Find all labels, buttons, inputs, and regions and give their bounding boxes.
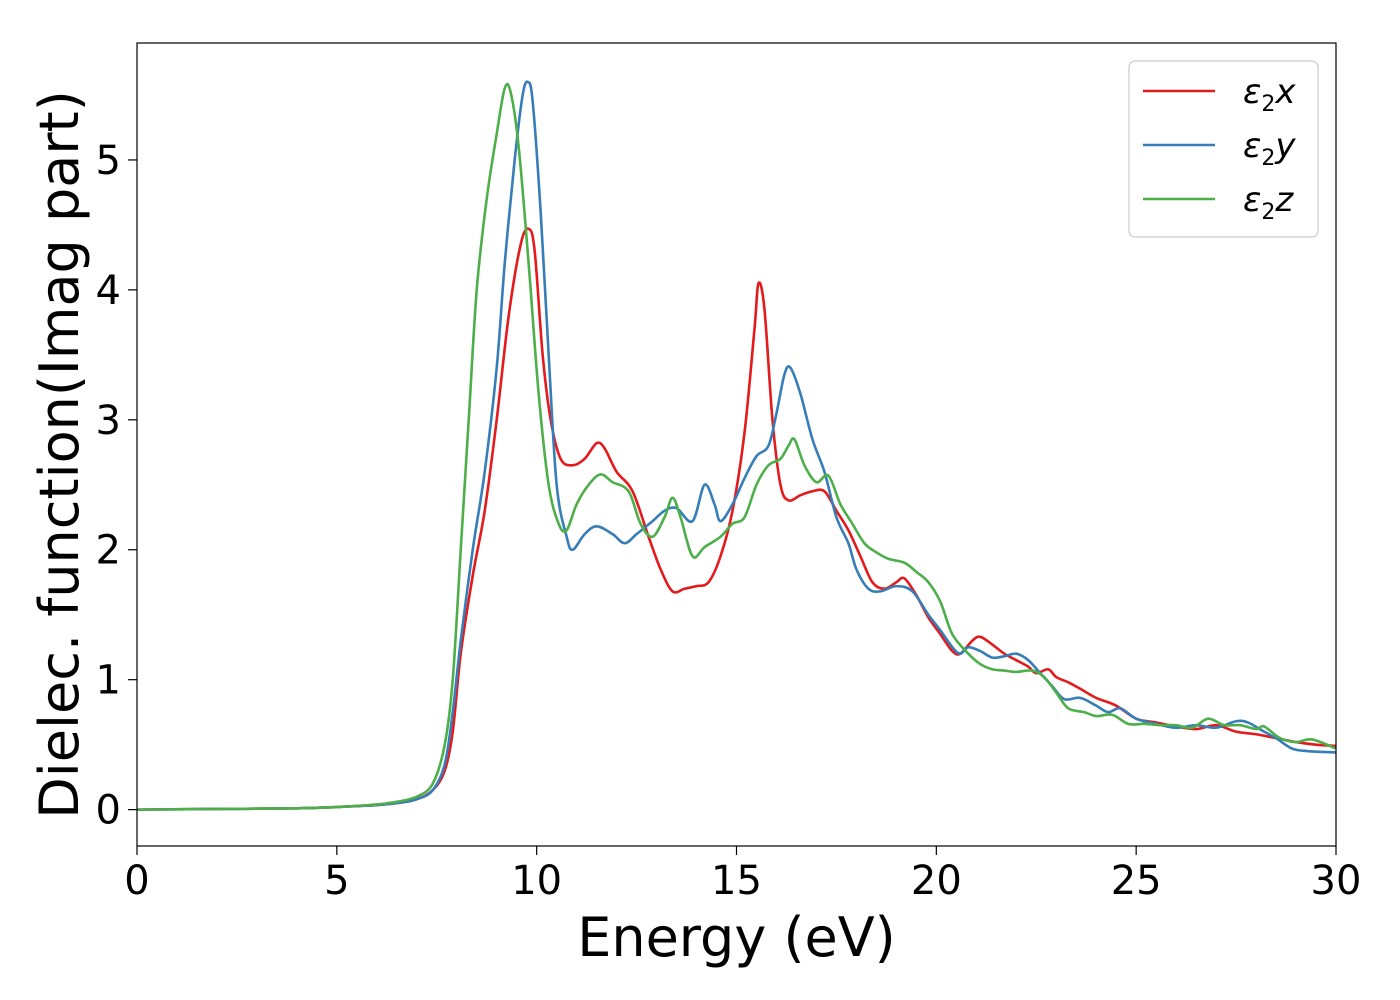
- x-tick-label: 25: [1111, 858, 1162, 904]
- y-axis-label: Dielec. function(Imag part): [28, 90, 91, 819]
- y-tick-label: 3: [96, 398, 121, 444]
- y-tick-label: 0: [96, 788, 121, 834]
- y-tick-label: 1: [96, 658, 121, 704]
- x-tick-label: 20: [911, 858, 962, 904]
- x-axis-label: Energy (eV): [577, 906, 896, 969]
- x-tick-label: 0: [124, 858, 149, 904]
- x-tick-label: 15: [711, 858, 762, 904]
- legend-box: [1128, 60, 1319, 238]
- series-line-x: [137, 227, 1336, 811]
- x-tick-label: 5: [324, 858, 349, 904]
- y-tick-label: 2: [96, 528, 121, 574]
- y-tick-label: 4: [96, 268, 121, 314]
- x-axis: 0 5 10 15 20 25 30: [124, 846, 1361, 904]
- legend-label-x: ε2x: [1243, 72, 1296, 117]
- series-line-y: [137, 80, 1336, 811]
- y-tick-label: 5: [96, 138, 121, 184]
- legend-label-z: ε2z: [1243, 180, 1294, 225]
- legend: ε2x ε2y ε2z: [1128, 60, 1319, 238]
- series-line-z: [137, 82, 1336, 811]
- y-axis: 0 1 2 3 4 5: [96, 138, 137, 834]
- x-tick-label: 30: [1311, 858, 1362, 904]
- x-tick-label: 10: [511, 858, 562, 904]
- legend-label-y: ε2y: [1243, 126, 1296, 171]
- series-layer: [137, 80, 1336, 811]
